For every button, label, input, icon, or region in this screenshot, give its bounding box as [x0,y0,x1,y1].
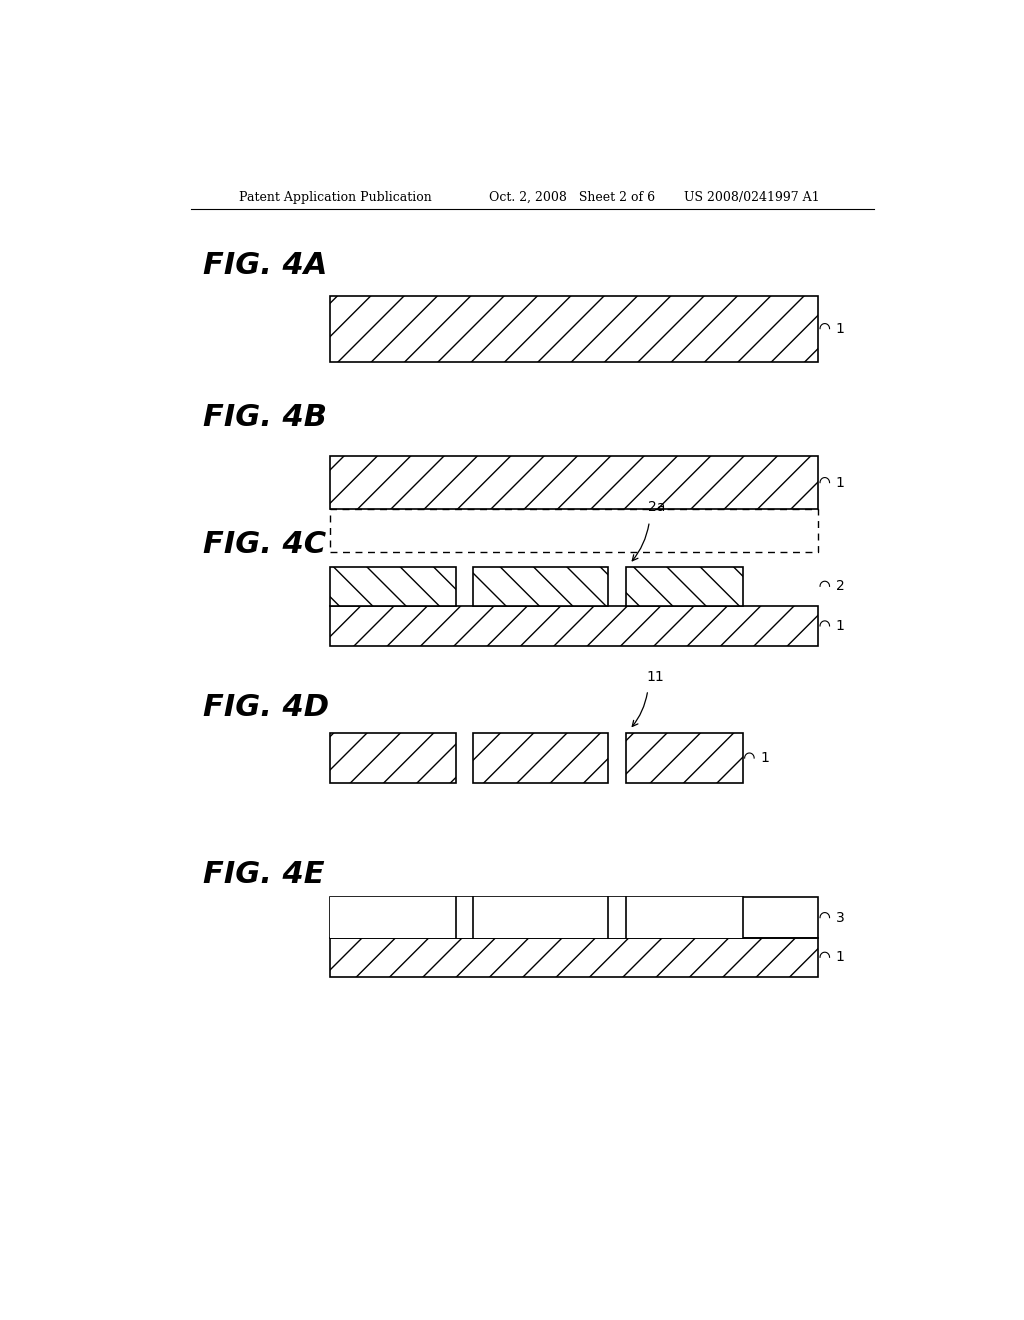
Bar [331,606,818,647]
Bar [331,898,456,939]
Bar [331,733,456,784]
Bar [626,568,743,606]
Bar [331,296,818,362]
Bar [608,898,626,939]
Text: 1: 1 [836,322,845,335]
Text: 1: 1 [761,751,769,766]
Text: 2a: 2a [648,500,666,513]
Text: 2: 2 [836,579,845,593]
Text: FIG. 4D: FIG. 4D [204,693,330,722]
Text: 1: 1 [836,950,845,965]
Text: FIG. 4C: FIG. 4C [204,531,327,560]
Bar [473,898,608,939]
Text: FIG. 4E: FIG. 4E [204,861,325,890]
Bar [626,733,743,784]
Text: US 2008/0241997 A1: US 2008/0241997 A1 [684,190,819,203]
Text: 11: 11 [646,669,664,684]
Bar [473,568,608,606]
Text: Patent Application Publication: Patent Application Publication [240,190,432,203]
Bar [473,733,608,784]
Bar [626,898,743,939]
Text: 1: 1 [836,619,845,634]
Text: FIG. 4B: FIG. 4B [204,403,328,432]
Bar [331,568,456,606]
Bar [331,898,818,939]
Text: 1: 1 [836,475,845,490]
Bar [456,898,473,939]
Bar [331,510,818,552]
Text: FIG. 4A: FIG. 4A [204,251,328,280]
Bar [331,457,818,510]
Text: Oct. 2, 2008   Sheet 2 of 6: Oct. 2, 2008 Sheet 2 of 6 [489,190,655,203]
Bar [331,939,818,977]
Text: 3: 3 [836,911,845,924]
